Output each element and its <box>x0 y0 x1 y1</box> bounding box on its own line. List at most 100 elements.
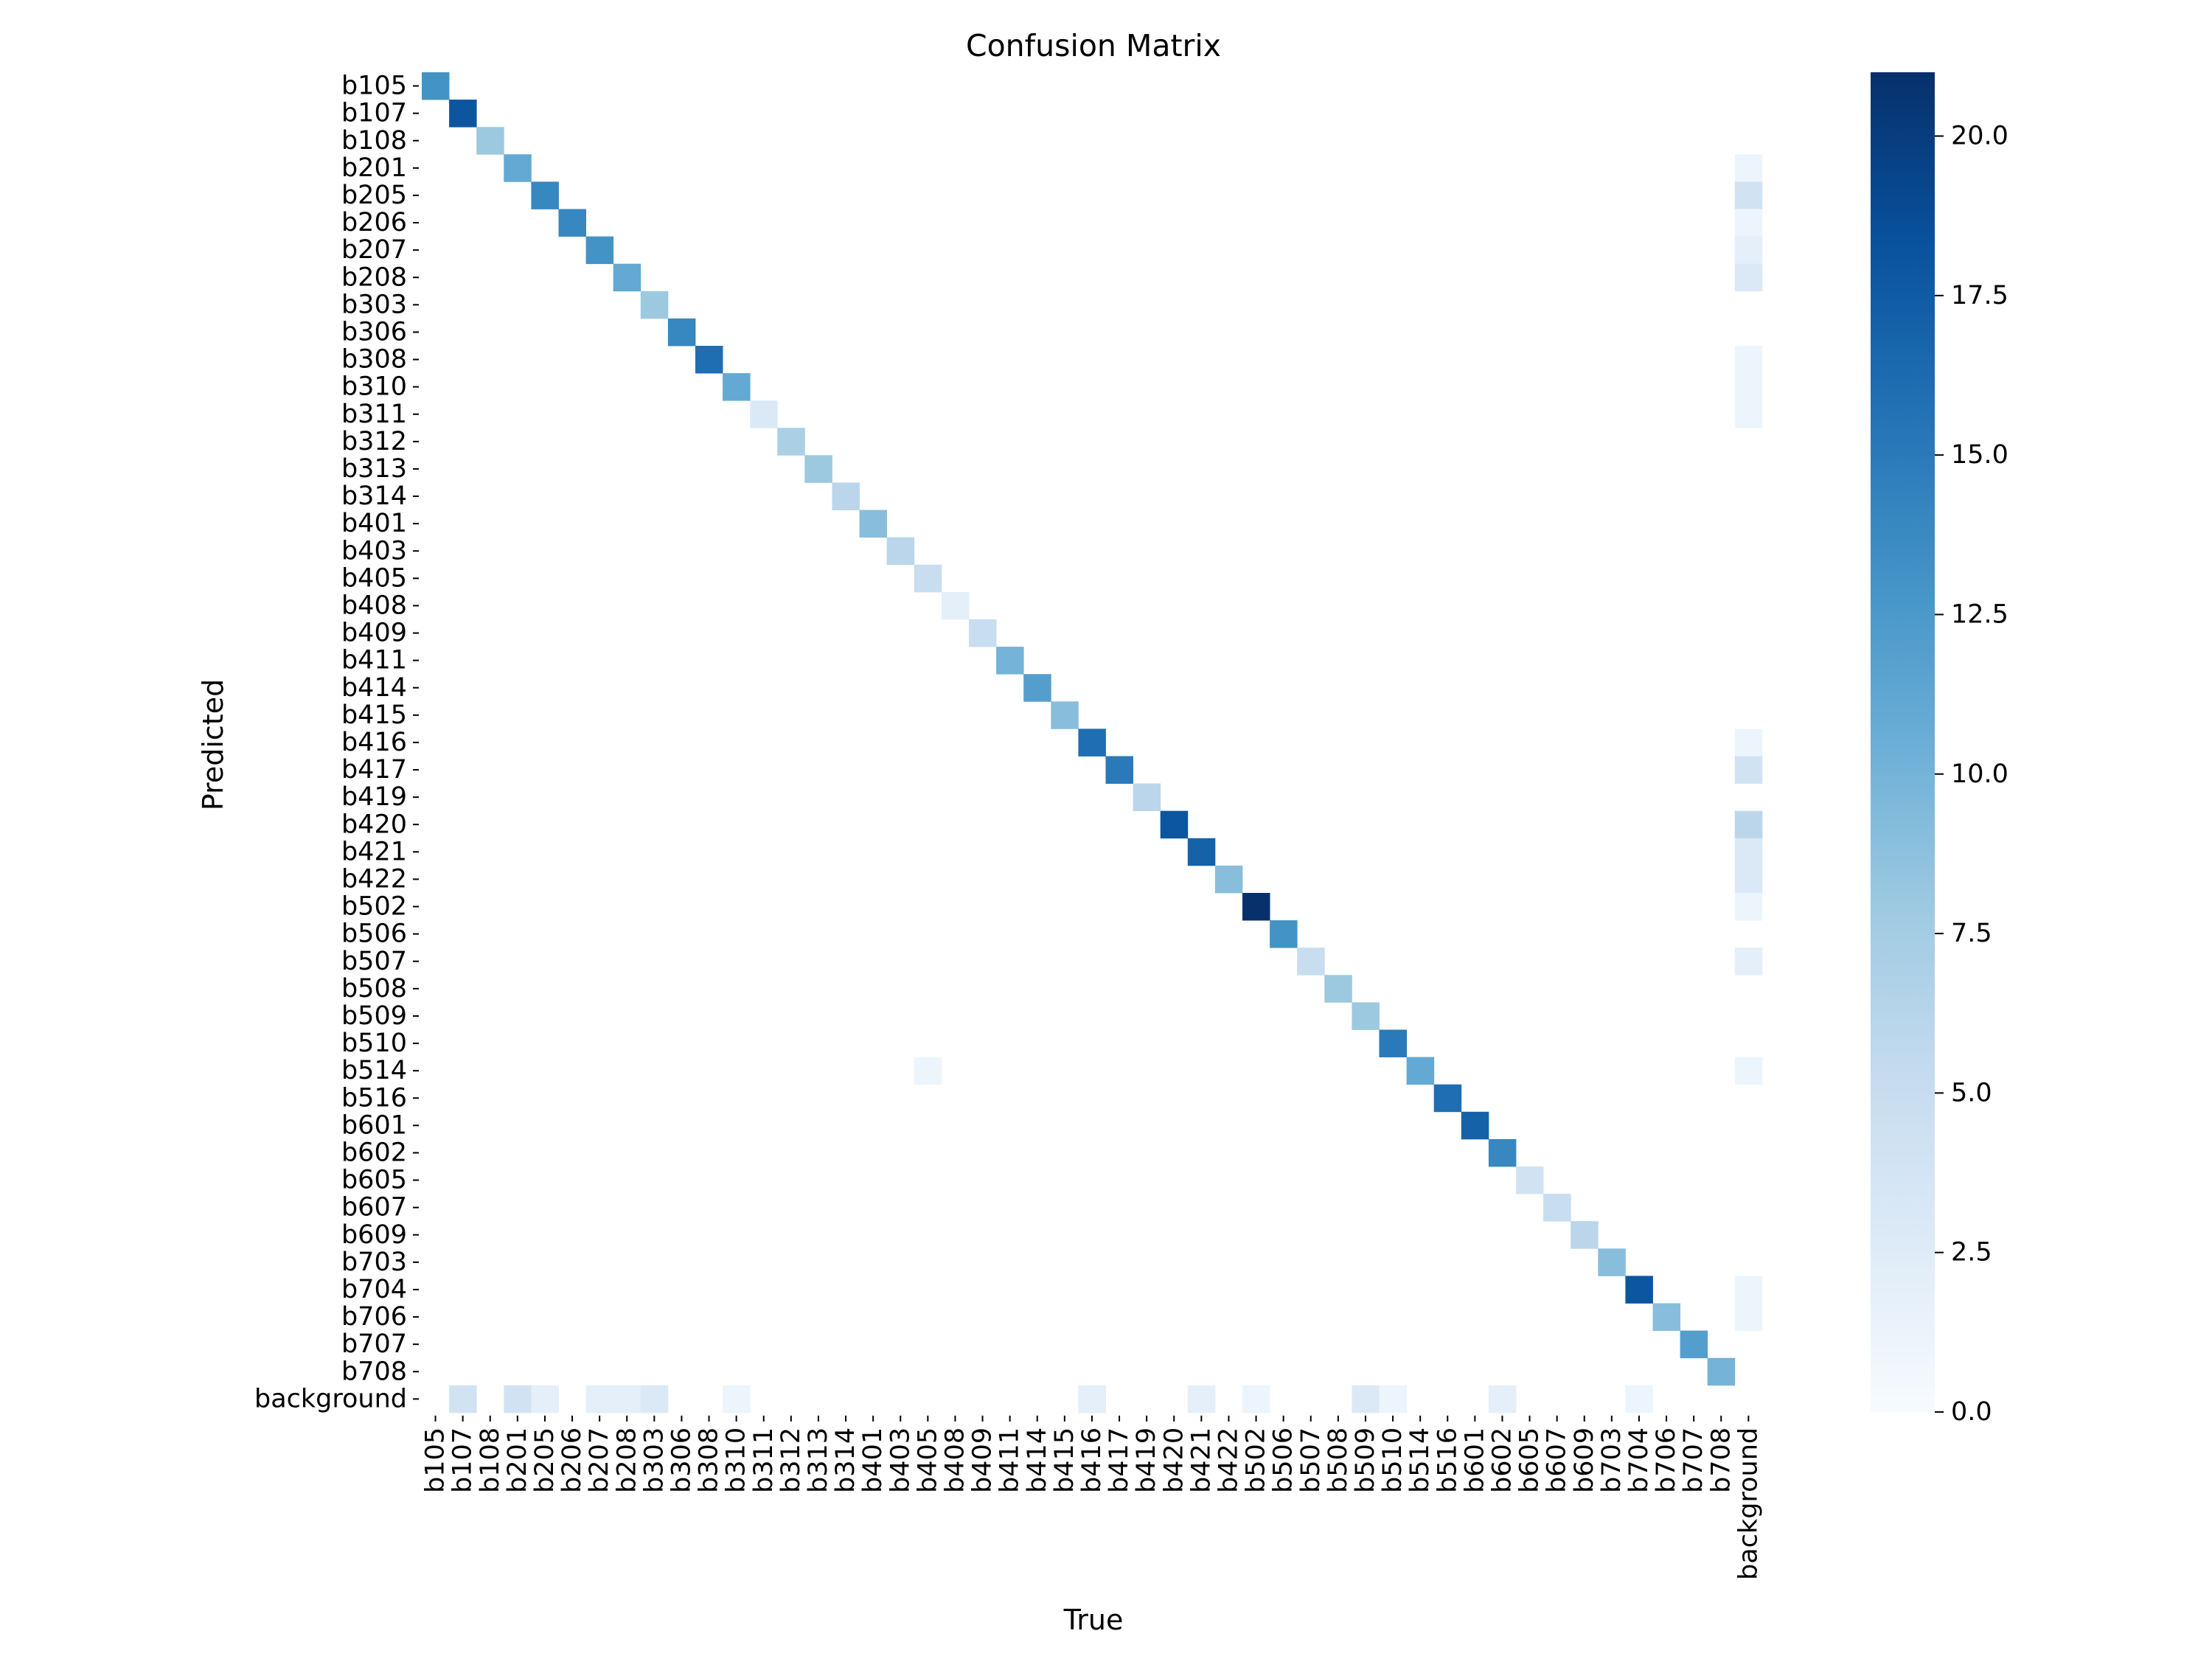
heatmap-cell-background-b201 <box>504 1385 532 1413</box>
y-tick-label: background <box>254 1384 407 1413</box>
y-tick-label: b509 <box>341 1001 407 1031</box>
y-tick-label: b609 <box>341 1220 407 1250</box>
x-tick-label: b201 <box>503 1427 532 1493</box>
heatmap-cell-b201-background <box>1734 154 1763 182</box>
colorbar <box>1871 72 1935 1412</box>
y-tick-label: b602 <box>341 1138 407 1167</box>
y-tick-label: b308 <box>341 345 407 375</box>
y-tick-label: b312 <box>341 427 407 456</box>
heatmap-cell-b206-b206 <box>558 209 586 237</box>
heatmap-cell-b312-b312 <box>777 428 805 456</box>
x-tick-label: b303 <box>639 1427 669 1493</box>
x-tick-label: b602 <box>1487 1427 1517 1493</box>
heatmap-cell-b415-b415 <box>1051 701 1079 729</box>
x-tick-label: b415 <box>1050 1427 1079 1493</box>
y-tick-label: b306 <box>341 317 407 347</box>
y-tick-label: b514 <box>341 1056 407 1085</box>
heatmap-cell-b205-background <box>1734 181 1763 209</box>
heatmap-cell-background-b602 <box>1488 1385 1517 1413</box>
heatmap-cell-b706-b706 <box>1652 1303 1680 1331</box>
y-tick-label: b510 <box>341 1029 407 1058</box>
y-tick-label: b417 <box>341 755 407 785</box>
y-tick-label: b422 <box>341 864 407 894</box>
x-tick-label: b206 <box>557 1427 587 1493</box>
heatmap-cell-b311-background <box>1734 400 1763 428</box>
heatmap-cell-background-b207 <box>585 1385 614 1413</box>
heatmap-cell-b602-b602 <box>1488 1138 1517 1167</box>
x-tick-label: b408 <box>940 1427 970 1493</box>
y-tick-label: b108 <box>341 126 407 156</box>
heatmap-cell-b422-b422 <box>1214 865 1243 894</box>
x-tick-label: b706 <box>1652 1427 1681 1493</box>
heatmap-cell-b416-b416 <box>1078 728 1106 757</box>
x-tick-label: b108 <box>476 1427 505 1493</box>
colorbar-tick-label: 20.0 <box>1951 122 2008 151</box>
y-tick-label: b201 <box>341 153 407 183</box>
y-tick-label: b508 <box>341 974 407 1004</box>
heatmap-cell-b420-b420 <box>1160 810 1189 839</box>
x-tick-label: b421 <box>1186 1427 1216 1493</box>
x-tick-label: b703 <box>1597 1427 1627 1493</box>
colorbar-tick-label: 17.5 <box>1951 281 2008 310</box>
heatmap-cell-b310-b310 <box>723 373 751 401</box>
heatmap-cell-b208-b208 <box>613 263 641 292</box>
x-tick-label: b313 <box>804 1427 833 1493</box>
y-tick-label: b405 <box>341 563 407 593</box>
heatmap-cell-b105-b105 <box>422 72 450 100</box>
heatmap-cell-b514-background <box>1734 1057 1763 1085</box>
y-tick-label: b421 <box>341 837 407 866</box>
x-tick-label: b502 <box>1242 1427 1271 1493</box>
heatmap-cell-b422-background <box>1734 865 1763 894</box>
y-tick-label: b311 <box>341 400 407 429</box>
heatmap-cell-b706-background <box>1734 1303 1763 1331</box>
y-tick-label: b107 <box>341 99 407 128</box>
y-tick-label: b605 <box>341 1166 407 1195</box>
x-tick-label: b601 <box>1460 1427 1489 1493</box>
x-tick-label: background <box>1733 1427 1763 1580</box>
heatmap-cell-b201-b201 <box>504 154 532 182</box>
y-tick-label: b401 <box>341 509 407 538</box>
x-tick-label: b401 <box>858 1427 888 1493</box>
x-tick-label: b508 <box>1324 1427 1353 1493</box>
x-tick-label: b609 <box>1570 1427 1599 1493</box>
x-tick-label: b514 <box>1405 1427 1435 1493</box>
heatmap-cell-background-b107 <box>449 1385 477 1413</box>
x-tick-label: b605 <box>1515 1427 1545 1493</box>
y-tick-label: b303 <box>341 290 407 319</box>
x-tick-label: b105 <box>421 1427 451 1493</box>
y-tick-label: b707 <box>341 1329 407 1359</box>
heatmap-cell-b207-background <box>1734 236 1763 265</box>
x-tick-label: b312 <box>776 1427 806 1493</box>
heatmap-cell-b303-b303 <box>640 291 669 319</box>
heatmap-cell-background-b416 <box>1078 1385 1106 1413</box>
heatmap-cell-b416-background <box>1734 728 1763 757</box>
y-tick-label: b708 <box>341 1357 407 1386</box>
y-tick-label: b403 <box>341 536 407 566</box>
y-tick-label: b507 <box>341 947 407 976</box>
x-tick-label: b403 <box>886 1427 915 1493</box>
x-tick-label: b419 <box>1132 1427 1161 1493</box>
heatmap-cell-background-b502 <box>1242 1385 1270 1413</box>
heatmap-cells <box>422 72 1763 1413</box>
x-tick-label: b506 <box>1269 1427 1298 1493</box>
y-axis-label: Predicted <box>197 679 229 810</box>
x-tick-label: b411 <box>995 1427 1025 1493</box>
x-tick-label: b207 <box>585 1427 614 1493</box>
colorbar-tick-label: 5.0 <box>1951 1078 1992 1107</box>
x-tick-label: b205 <box>530 1427 560 1493</box>
x-tick-label: b314 <box>831 1427 860 1493</box>
heatmap-cell-b108-b108 <box>476 127 504 155</box>
x-tick-label: b414 <box>1023 1427 1052 1493</box>
x-tick-labels: b105b107b108b201b205b206b207b208b303b306… <box>421 1415 1763 1580</box>
heatmap-cell-b707-b707 <box>1680 1330 1708 1359</box>
heatmap-cell-background-b510 <box>1379 1385 1407 1413</box>
heatmap-cell-b206-background <box>1734 209 1763 237</box>
x-tick-label: b107 <box>448 1427 478 1493</box>
colorbar-tick-label: 2.5 <box>1951 1238 1992 1267</box>
heatmap-cell-b502-b502 <box>1242 893 1270 921</box>
y-tick-label: b409 <box>341 619 407 648</box>
heatmap-cell-b205-b205 <box>531 181 559 209</box>
x-tick-label: b707 <box>1679 1427 1708 1493</box>
heatmap-cell-background-b303 <box>640 1385 669 1413</box>
